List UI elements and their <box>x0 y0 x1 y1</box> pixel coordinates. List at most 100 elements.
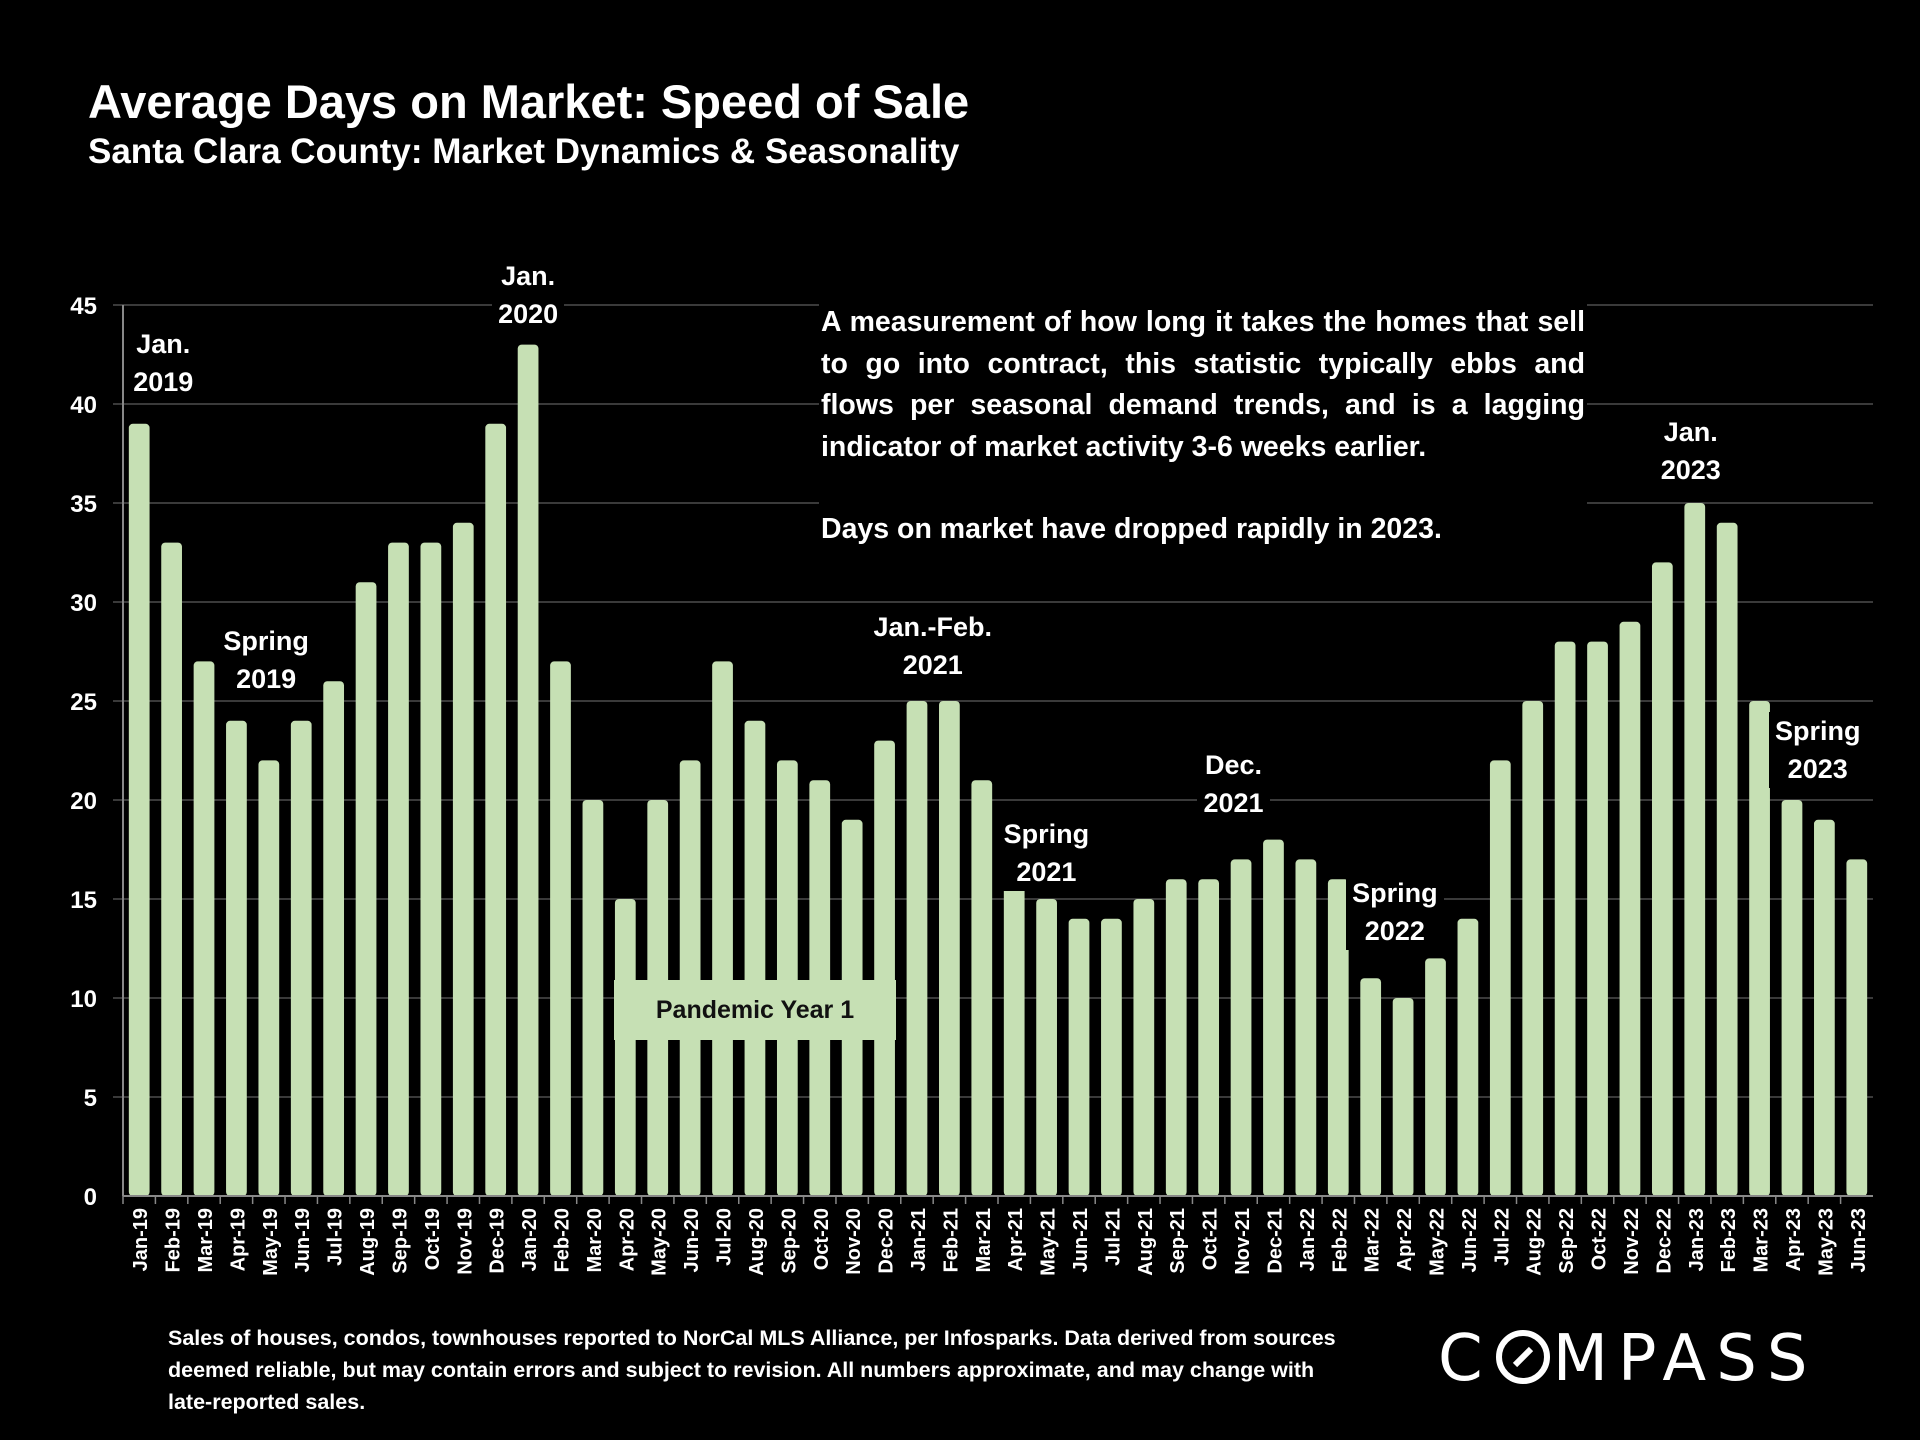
bar-Feb-19 <box>161 542 182 1196</box>
x-tick-label: Nov-19 <box>454 1208 476 1275</box>
y-tick-label: 30 <box>70 590 97 617</box>
x-tick-label: Oct-22 <box>1589 1208 1611 1270</box>
bar-Jun-19 <box>290 720 312 1196</box>
annotation-label: Spring 2021 <box>997 815 1096 891</box>
annotation-line: Jan. <box>501 260 556 291</box>
bar-Dec-22 <box>1651 562 1673 1196</box>
bar-Aug-22 <box>1522 701 1544 1196</box>
bar-Jun-23 <box>1846 859 1868 1196</box>
x-tick-label: Aug-21 <box>1135 1208 1157 1276</box>
bar-Apr-19 <box>226 720 247 1196</box>
bar-Apr-23 <box>1781 800 1803 1196</box>
bar-Apr-20 <box>614 899 636 1196</box>
bar-Jun-22 <box>1457 918 1479 1196</box>
x-tick-label: Nov-22 <box>1621 1208 1643 1275</box>
y-tick-label: 10 <box>70 986 97 1013</box>
x-tick-label: Jun-23 <box>1848 1208 1870 1272</box>
annotation-line: 2019 <box>133 367 194 397</box>
x-tick-label: Jan-23 <box>1686 1208 1708 1271</box>
annotation-line: Spring <box>1774 716 1861 746</box>
annotation-label: Spring 2022 <box>1346 874 1444 950</box>
x-tick-label: Nov-20 <box>843 1208 865 1275</box>
annotation-line: 2021 <box>902 650 963 680</box>
bar-Feb-20 <box>550 661 571 1196</box>
y-tick-label: 25 <box>70 689 97 716</box>
bar-Jul-22 <box>1489 760 1511 1196</box>
annotation-line: 2021 <box>1203 788 1264 818</box>
x-tick-label: Sep-20 <box>778 1208 800 1274</box>
bar-Mar-22 <box>1360 978 1382 1196</box>
description-box: A measurement of how long it takes the h… <box>819 302 1587 551</box>
x-tick-label: Aug-22 <box>1524 1208 1546 1276</box>
x-tick-label: Mar-21 <box>973 1208 995 1272</box>
description-highlight: Days on market have dropped rapidly in 2… <box>821 513 1442 545</box>
bar-Mar-19 <box>193 661 215 1196</box>
x-tick-label: Jul-22 <box>1491 1208 1513 1266</box>
bar-Dec-21 <box>1263 839 1284 1196</box>
x-tick-label: Sep-19 <box>389 1208 411 1274</box>
x-tick-label: May-22 <box>1427 1208 1449 1276</box>
x-tick-label: Apr-22 <box>1394 1208 1416 1271</box>
x-tick-label: Dec-21 <box>1264 1208 1286 1274</box>
annotation-line: Jan. <box>1663 417 1718 447</box>
bar-Mar-20 <box>582 800 604 1196</box>
annotation-line: 2021 <box>1016 857 1077 887</box>
annotation-line: Jan. <box>136 329 191 359</box>
x-tick-label: Apr-23 <box>1783 1208 1805 1271</box>
annotation-line: Jan.-Feb. <box>873 612 992 642</box>
x-tick-label: Jul-19 <box>325 1208 347 1266</box>
bar-Jan-23 <box>1684 503 1706 1196</box>
bar-Jun-21 <box>1068 918 1090 1196</box>
x-tick-label: Dec-19 <box>487 1208 509 1274</box>
bar-Oct-21 <box>1198 879 1220 1196</box>
bar-May-23 <box>1814 819 1835 1196</box>
bar-Sep-19 <box>388 542 409 1196</box>
bar-Nov-22 <box>1619 621 1641 1196</box>
bar-Apr-22 <box>1392 998 1414 1196</box>
x-tick-label: Jun-21 <box>1070 1208 1092 1272</box>
x-tick-label: Dec-20 <box>876 1208 898 1274</box>
x-tick-label: May-20 <box>649 1208 671 1276</box>
annotation-line: 2023 <box>1660 455 1721 485</box>
bar-Feb-21 <box>939 701 960 1196</box>
annotation-line: Spring <box>1352 878 1438 908</box>
x-tick-label: Jun-20 <box>681 1208 703 1272</box>
x-tick-label: May-19 <box>260 1208 282 1276</box>
x-tick-label: Dec-22 <box>1653 1208 1675 1274</box>
x-tick-label: Mar-23 <box>1751 1208 1773 1272</box>
compass-logo: C MPASS <box>1438 1322 1817 1396</box>
annotation-line: 2023 <box>1787 754 1848 784</box>
x-tick-label: Feb-23 <box>1718 1208 1740 1272</box>
bar-May-21 <box>1036 899 1057 1196</box>
x-tick-label: Jul-20 <box>714 1208 736 1266</box>
bar-Jun-20 <box>679 760 701 1196</box>
logo-text: C <box>1438 1322 1493 1396</box>
y-tick-label: 40 <box>70 392 97 419</box>
x-tick-label: Mar-22 <box>1362 1208 1384 1272</box>
bar-Jan-21 <box>906 701 928 1196</box>
bar-Jul-21 <box>1101 918 1122 1196</box>
x-tick-label: May-21 <box>1038 1208 1060 1276</box>
annotation-line: 2019 <box>236 664 297 694</box>
bar-Jan-20 <box>517 344 539 1197</box>
bar-Dec-19 <box>485 423 507 1196</box>
x-tick-label: Sep-21 <box>1167 1208 1189 1274</box>
bar-May-19 <box>258 760 280 1196</box>
bar-May-22 <box>1425 958 1446 1196</box>
annotation-label: Dec. 2021 <box>1197 746 1270 822</box>
x-tick-label: Mar-19 <box>195 1208 217 1272</box>
x-tick-label: Jan-20 <box>519 1208 541 1271</box>
x-tick-label: Jun-19 <box>292 1208 314 1272</box>
bar-Mar-23 <box>1749 701 1770 1196</box>
x-tick-label: Oct-19 <box>422 1208 444 1270</box>
x-tick-label: Feb-21 <box>940 1208 962 1272</box>
y-axis-ticks: 0 5 10 15 20 25 30 35 40 45 <box>70 293 97 1211</box>
x-tick-label: Feb-19 <box>163 1208 185 1272</box>
bar-Feb-22 <box>1327 879 1349 1196</box>
annotation-label: Jan.-Feb. 2021 <box>867 608 998 684</box>
x-tick-label: Jul-21 <box>1102 1208 1124 1266</box>
annotation-label: Spring 2023 <box>1768 712 1867 788</box>
x-tick-label: Oct-21 <box>1200 1208 1222 1270</box>
bar-Dec-20 <box>874 740 895 1196</box>
